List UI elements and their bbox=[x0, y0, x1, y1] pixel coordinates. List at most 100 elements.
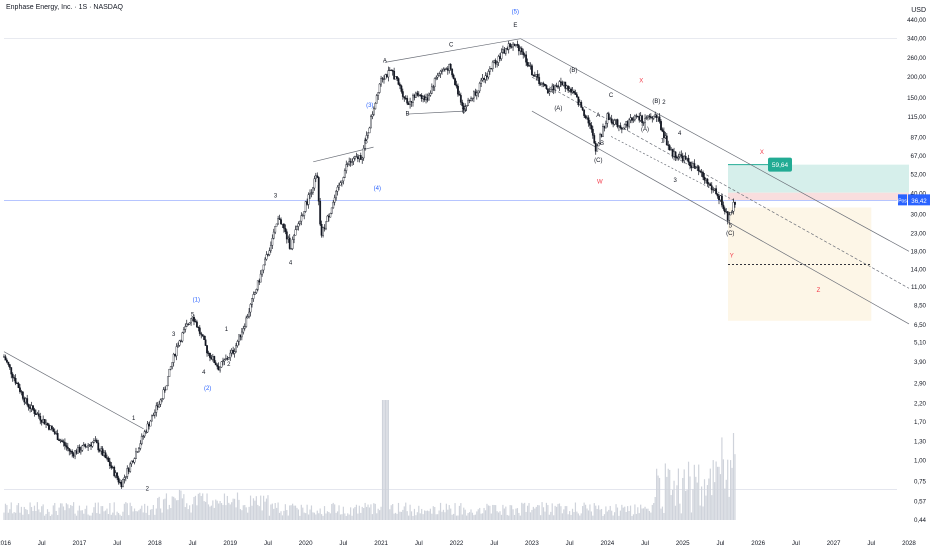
volume-bar bbox=[502, 504, 504, 520]
candle-body bbox=[106, 457, 108, 459]
candle-body bbox=[715, 188, 718, 195]
volume-bar bbox=[725, 479, 727, 520]
volume-bar bbox=[49, 515, 52, 520]
volume-bar bbox=[712, 460, 714, 520]
candle-body bbox=[30, 405, 33, 409]
volume-bar bbox=[732, 433, 735, 520]
candle-body bbox=[486, 75, 488, 78]
volume-bar bbox=[576, 511, 578, 520]
candle-body bbox=[222, 360, 224, 363]
candle-body bbox=[723, 208, 726, 212]
candle-body bbox=[3, 356, 5, 358]
candle-body bbox=[578, 101, 581, 106]
candle-body bbox=[238, 334, 240, 342]
candle-body bbox=[432, 86, 435, 88]
volume-bar bbox=[584, 504, 587, 520]
volume-bar bbox=[635, 513, 637, 520]
candle-body bbox=[290, 248, 293, 250]
volume-bar bbox=[521, 502, 523, 520]
volume-bar bbox=[586, 508, 588, 520]
volume-bar bbox=[512, 509, 514, 520]
volume-bar bbox=[144, 503, 146, 520]
candle-body bbox=[256, 280, 259, 290]
candle-body bbox=[385, 74, 388, 78]
volume-bar bbox=[600, 508, 603, 520]
volume-bar bbox=[293, 505, 295, 520]
volume-bar bbox=[386, 400, 388, 520]
volume-bar bbox=[554, 505, 556, 520]
wave-label: (4) bbox=[374, 186, 381, 192]
candle-body bbox=[195, 321, 198, 328]
candle-body bbox=[62, 441, 65, 443]
candle-body bbox=[198, 327, 201, 334]
candle-body bbox=[706, 178, 709, 184]
volume-bar bbox=[608, 509, 610, 520]
candle-body bbox=[622, 127, 625, 130]
candle-body bbox=[114, 472, 117, 477]
candle-body bbox=[326, 215, 329, 223]
candle-body bbox=[209, 352, 211, 358]
volume-bar bbox=[674, 505, 677, 520]
candle-body bbox=[549, 89, 552, 92]
y-tick-label: 3,90 bbox=[914, 359, 927, 366]
volume-bar bbox=[88, 515, 91, 520]
wave-label: Y bbox=[730, 254, 734, 260]
candle-body bbox=[541, 83, 543, 85]
candle-body bbox=[707, 183, 710, 185]
candle-body bbox=[78, 446, 81, 453]
candle-body bbox=[364, 139, 367, 149]
candle-body bbox=[245, 317, 248, 327]
wave-label: 5 bbox=[364, 139, 368, 145]
candle-body bbox=[24, 398, 27, 403]
candle-body bbox=[68, 448, 71, 452]
candle-body bbox=[645, 117, 648, 119]
volume-bar bbox=[461, 514, 463, 520]
volume-bar bbox=[297, 509, 300, 520]
target-zone bbox=[728, 164, 909, 193]
candle-body bbox=[246, 316, 249, 319]
candle-body bbox=[609, 118, 612, 120]
volume-bar bbox=[342, 506, 344, 520]
volume-bar bbox=[100, 506, 102, 520]
volume-bar bbox=[20, 506, 23, 520]
volume-bar bbox=[36, 502, 38, 520]
candle-body bbox=[342, 177, 345, 182]
volume-bar bbox=[149, 509, 152, 520]
volume-bar bbox=[241, 510, 243, 520]
candle-body bbox=[294, 229, 297, 236]
candle-body bbox=[248, 311, 251, 317]
volume-bar bbox=[612, 515, 614, 520]
volume-bar bbox=[618, 515, 620, 520]
volume-bar bbox=[354, 507, 356, 520]
volume-bar bbox=[341, 514, 343, 520]
volume-bar bbox=[690, 512, 693, 520]
volume-bar bbox=[190, 512, 192, 520]
volume-bar bbox=[624, 506, 626, 520]
x-tick-label: Jul bbox=[189, 540, 197, 547]
candle-body bbox=[400, 85, 403, 92]
candle-body bbox=[268, 250, 271, 255]
candle-body bbox=[330, 207, 333, 214]
x-tick-label: Jul bbox=[641, 540, 649, 547]
candle-body bbox=[101, 448, 104, 456]
candle-body bbox=[19, 387, 21, 392]
volume-bar bbox=[409, 504, 411, 520]
candle-body bbox=[528, 65, 530, 67]
volume-bar bbox=[35, 510, 37, 520]
wave-label: W bbox=[597, 179, 603, 185]
volume-bar bbox=[160, 508, 162, 520]
candle-body bbox=[339, 182, 342, 186]
candle-body bbox=[475, 92, 478, 96]
candle-body bbox=[304, 201, 307, 212]
candle-body bbox=[168, 368, 171, 377]
volume-bar bbox=[52, 505, 54, 520]
volume-bar bbox=[412, 515, 414, 520]
candle-body bbox=[7, 361, 10, 365]
volume-bar bbox=[323, 506, 326, 520]
volume-bar bbox=[83, 513, 85, 520]
volume-bar bbox=[564, 506, 566, 520]
volume-bar bbox=[689, 476, 691, 520]
candle-body bbox=[265, 254, 268, 260]
candle-body bbox=[190, 318, 192, 324]
